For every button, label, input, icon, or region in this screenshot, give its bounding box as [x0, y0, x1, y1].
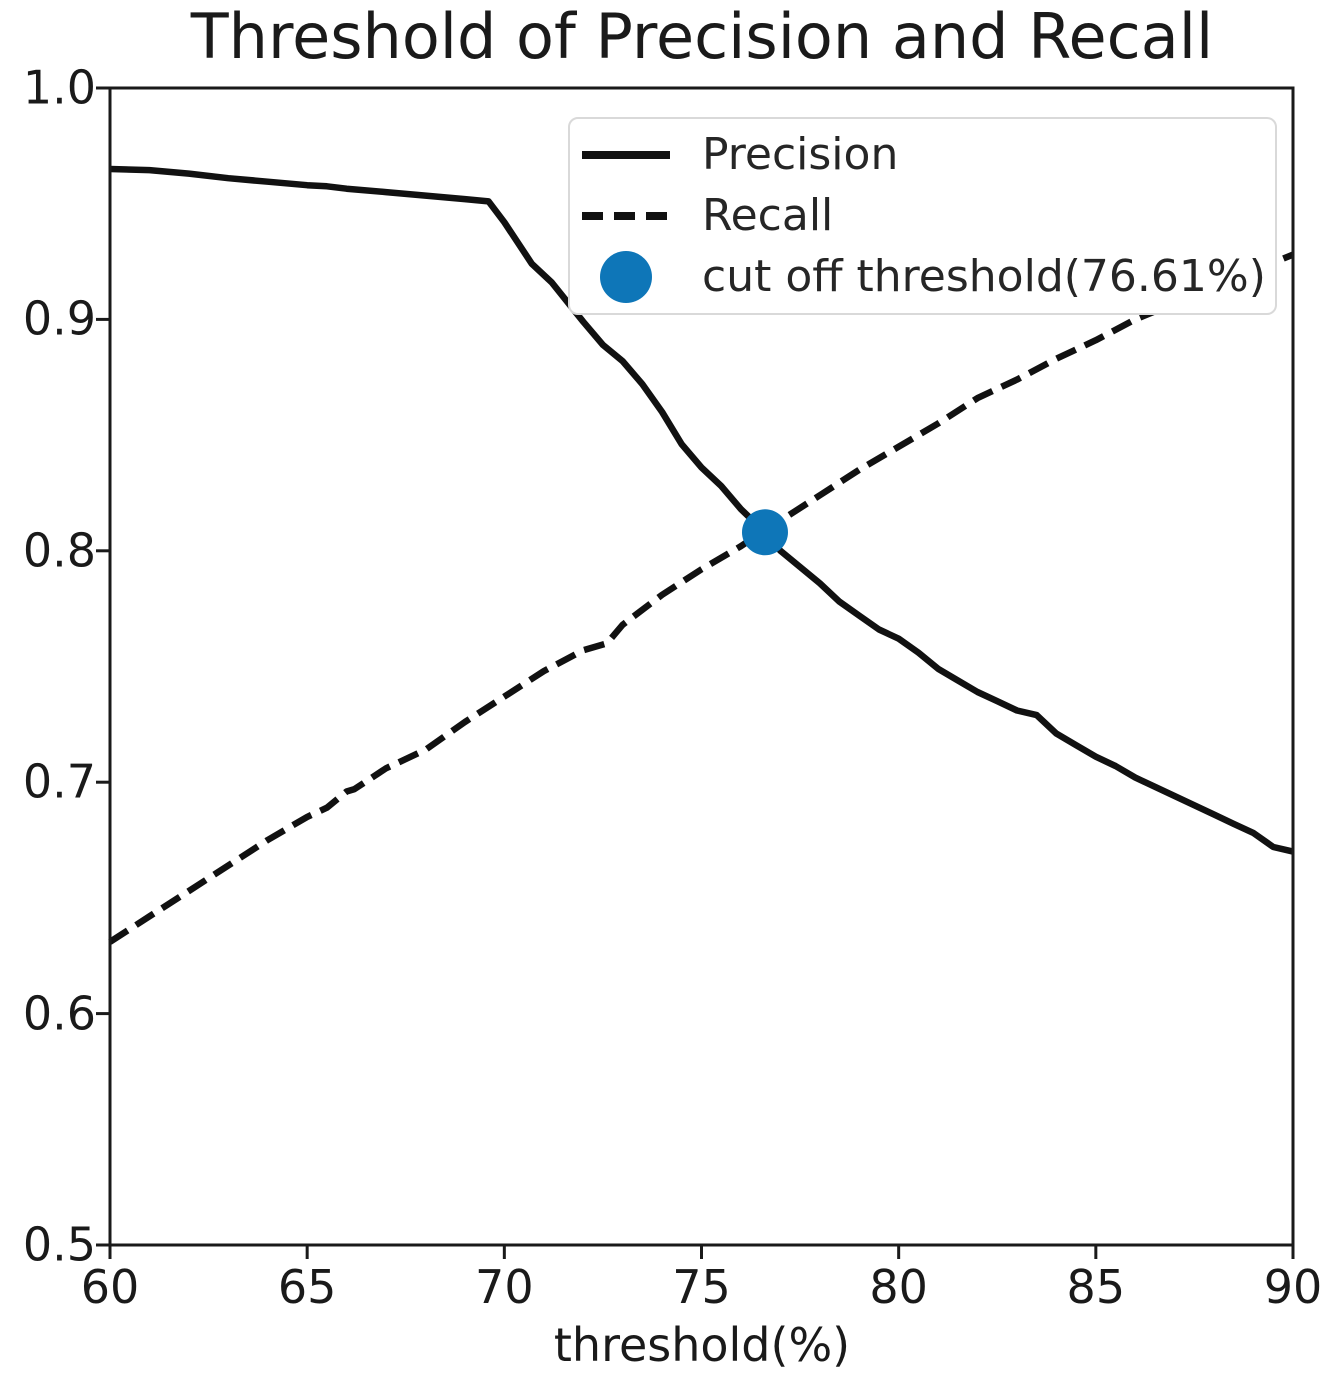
legend-item-label: Recall [702, 190, 834, 241]
legend-item: cut off threshold(76.61%) [570, 246, 1275, 307]
x-tick-label: 85 [1066, 1260, 1126, 1314]
cutoff-point [741, 509, 788, 556]
x-tick-label: 60 [80, 1260, 140, 1314]
solid-line-icon [582, 151, 670, 160]
dot-icon [600, 250, 652, 303]
legend-item-label: cut off threshold(76.61%) [702, 250, 1266, 302]
y-tick-label: 0.8 [22, 523, 96, 578]
recall-line [108, 251, 1295, 945]
y-tick-label: 0.6 [22, 986, 96, 1041]
x-tick-label: 90 [1263, 1260, 1320, 1314]
legend-item: Recall [570, 186, 1275, 247]
y-tick-label: 0.5 [22, 1217, 96, 1272]
y-tick-label: 0.9 [22, 292, 96, 347]
x-tick-label: 80 [869, 1260, 928, 1314]
legend: Precision Recall cut off threshold(76.61%) [568, 117, 1277, 315]
dashed-line-icon [582, 212, 670, 220]
y-tick-label: 1.0 [22, 60, 96, 115]
chart-title: Threshold of Precision and Recall [190, 0, 1214, 73]
legend-item: Precision [570, 125, 1275, 186]
legend-item-label: Precision [702, 129, 899, 181]
x-axis-label: threshold(%) [553, 1318, 851, 1372]
x-tick-label: 75 [672, 1260, 731, 1314]
x-tick-label: 65 [277, 1260, 337, 1314]
y-tick-label: 0.7 [22, 754, 96, 809]
x-tick-label: 70 [475, 1260, 534, 1314]
precision-line [109, 165, 1294, 855]
